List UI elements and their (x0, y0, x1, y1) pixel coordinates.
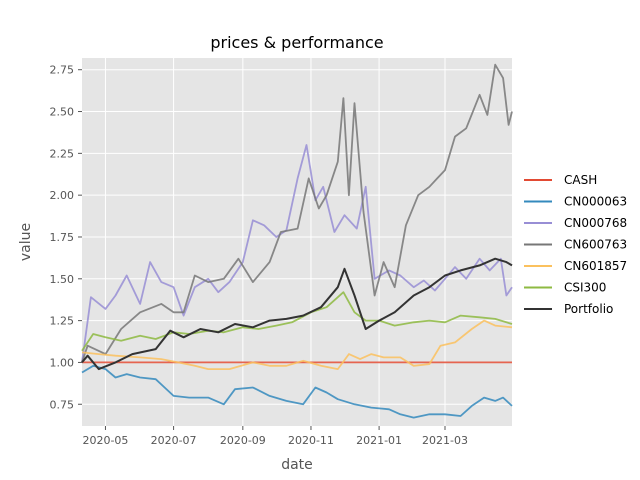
legend-label-cn601857: CN601857 (564, 259, 627, 273)
series-line-cn600763 (81, 63, 513, 363)
plot-area (82, 58, 512, 426)
x-axis-label: date (281, 457, 313, 473)
series-line-portfolio (81, 257, 513, 371)
y-tick-label: 1.25 (50, 315, 75, 328)
x-tick-label: 2021-01 (356, 434, 402, 447)
y-tick-label: 0.75 (50, 398, 75, 411)
chart-title: prices & performance (210, 33, 383, 52)
y-tick-label: 1.75 (50, 231, 75, 244)
legend-label-cn000063: CN000063 (564, 195, 627, 209)
x-tick-label: 2020-11 (288, 434, 334, 447)
y-tick-label: 1.00 (50, 356, 75, 369)
y-tick-label: 2.25 (50, 147, 75, 160)
legend-label-cn000768: CN000768 (564, 216, 627, 230)
legend-label-cn600763: CN600763 (564, 238, 627, 252)
x-tick-label: 2020-07 (151, 434, 197, 447)
legend-label-portfolio: Portfolio (564, 302, 613, 316)
series-line-cn000063 (81, 364, 513, 419)
series-lines (81, 63, 513, 419)
x-tick-label: 2020-05 (82, 434, 128, 447)
series-line-csi300 (81, 291, 513, 352)
axis-ticks: 0.75 1.00 1.25 1.50 1.75 2.00 2.25 2.50 2.75 2020… (50, 64, 468, 447)
y-tick-label: 1.50 (50, 273, 75, 286)
x-tick-label: 2020-09 (220, 434, 266, 447)
legend-label-cash: CASH (564, 173, 597, 187)
y-tick-label: 2.50 (50, 106, 75, 119)
legend-label-csi300: CSI300 (564, 281, 606, 295)
y-axis-label: value (18, 223, 34, 261)
legend: CASH CN000063 CN000768 CN600763 CN601857 CSI3… (524, 173, 627, 316)
x-tick-label: 2021-03 (422, 434, 468, 447)
series-line-cn601857 (81, 319, 513, 371)
y-tick-label: 2.75 (50, 64, 75, 77)
y-tick-label: 2.00 (50, 189, 75, 202)
